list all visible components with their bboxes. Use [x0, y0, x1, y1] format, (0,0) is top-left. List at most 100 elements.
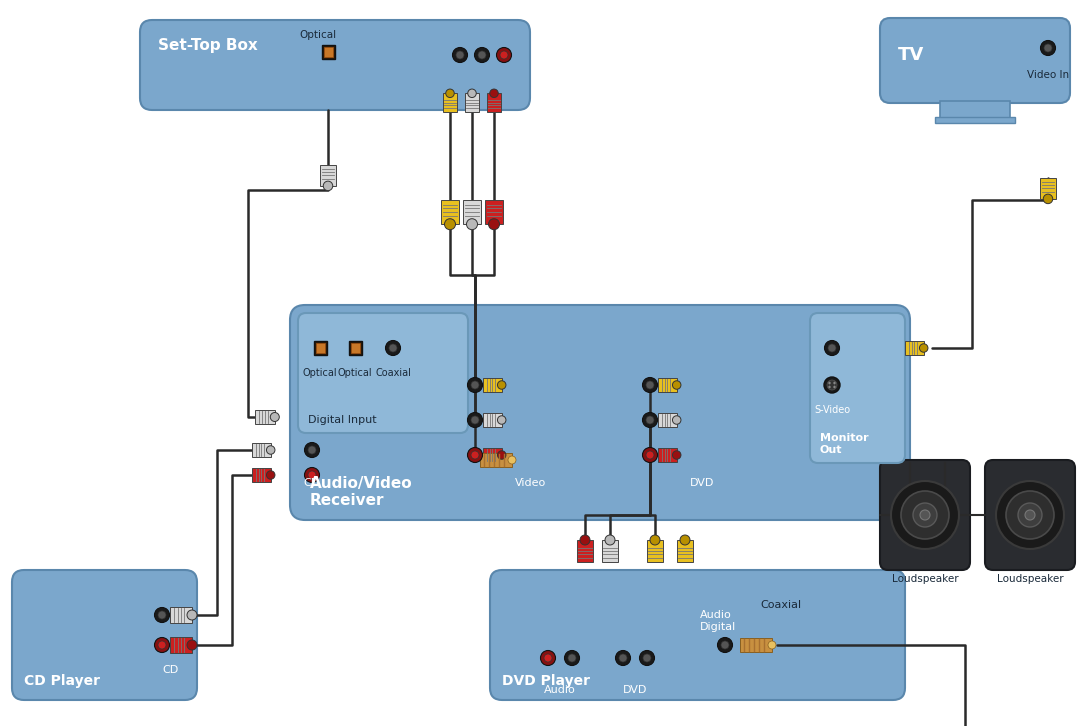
Circle shape: [580, 535, 590, 545]
Circle shape: [672, 380, 681, 389]
Text: Loudspeaker: Loudspeaker: [996, 574, 1063, 584]
Circle shape: [615, 650, 631, 666]
Circle shape: [650, 535, 660, 545]
Circle shape: [544, 654, 552, 662]
Bar: [252, 443, 271, 457]
Circle shape: [187, 610, 197, 620]
Circle shape: [497, 47, 512, 62]
Circle shape: [467, 378, 482, 393]
Bar: [463, 200, 481, 224]
Circle shape: [901, 491, 949, 539]
Bar: [441, 200, 458, 224]
FancyBboxPatch shape: [298, 313, 468, 433]
Circle shape: [445, 89, 454, 97]
FancyBboxPatch shape: [880, 460, 970, 570]
Circle shape: [643, 447, 658, 462]
Circle shape: [643, 412, 658, 428]
Bar: [321, 45, 334, 59]
Bar: [1040, 178, 1055, 199]
Circle shape: [833, 386, 835, 388]
Circle shape: [1006, 491, 1054, 539]
Circle shape: [568, 654, 576, 662]
Circle shape: [155, 637, 170, 653]
Circle shape: [498, 380, 506, 389]
Circle shape: [619, 654, 627, 662]
Text: DVD Player: DVD Player: [502, 674, 590, 688]
Bar: [484, 448, 502, 462]
Bar: [487, 94, 501, 112]
Circle shape: [467, 447, 482, 462]
Circle shape: [466, 219, 477, 229]
Bar: [677, 540, 693, 562]
Bar: [484, 378, 502, 392]
Circle shape: [456, 51, 464, 59]
Circle shape: [386, 340, 401, 356]
Circle shape: [478, 51, 486, 59]
Circle shape: [646, 451, 654, 459]
Bar: [486, 200, 503, 224]
FancyBboxPatch shape: [12, 570, 197, 700]
Text: TV: TV: [898, 46, 925, 64]
Bar: [602, 540, 617, 562]
Text: Set-Top Box: Set-Top Box: [158, 38, 258, 53]
Circle shape: [308, 446, 316, 454]
Text: Optical: Optical: [338, 368, 372, 378]
Text: CD: CD: [162, 665, 179, 675]
Circle shape: [564, 650, 579, 666]
Text: CD: CD: [304, 478, 320, 488]
Bar: [658, 378, 676, 392]
Circle shape: [267, 446, 274, 454]
Circle shape: [833, 382, 835, 384]
Circle shape: [475, 47, 489, 62]
Circle shape: [323, 182, 333, 191]
FancyBboxPatch shape: [810, 313, 905, 463]
Circle shape: [891, 481, 959, 549]
Text: Audio: Audio: [544, 685, 576, 695]
Bar: [320, 165, 335, 186]
Bar: [647, 540, 663, 562]
Circle shape: [270, 412, 279, 422]
Circle shape: [768, 641, 776, 649]
Circle shape: [500, 51, 507, 59]
FancyBboxPatch shape: [984, 460, 1075, 570]
Circle shape: [996, 481, 1064, 549]
Bar: [170, 637, 192, 653]
Circle shape: [267, 470, 274, 479]
Circle shape: [158, 641, 166, 649]
Circle shape: [646, 381, 654, 389]
Text: Optical: Optical: [303, 368, 338, 378]
Text: Audio/Video
Receiver: Audio/Video Receiver: [310, 476, 413, 508]
Circle shape: [305, 468, 319, 483]
Text: CD Player: CD Player: [24, 674, 100, 688]
Text: Coaxial: Coaxial: [760, 600, 802, 610]
Circle shape: [646, 416, 654, 424]
Bar: [323, 47, 332, 57]
Bar: [577, 540, 594, 562]
Circle shape: [155, 608, 170, 622]
Circle shape: [305, 443, 319, 457]
Circle shape: [605, 535, 615, 545]
Circle shape: [680, 535, 690, 545]
Bar: [935, 117, 1015, 123]
Bar: [170, 607, 192, 623]
Text: DVD: DVD: [690, 478, 714, 488]
Circle shape: [453, 47, 467, 62]
Bar: [741, 638, 772, 652]
Circle shape: [389, 344, 397, 352]
Circle shape: [672, 451, 681, 460]
FancyBboxPatch shape: [880, 18, 1070, 103]
Text: Digital Input: Digital Input: [308, 415, 377, 425]
Bar: [316, 343, 325, 353]
Bar: [480, 453, 512, 467]
Circle shape: [639, 650, 654, 666]
Circle shape: [489, 219, 500, 229]
Circle shape: [913, 503, 937, 527]
Circle shape: [467, 412, 482, 428]
Circle shape: [308, 471, 316, 479]
Text: Loudspeaker: Loudspeaker: [892, 574, 958, 584]
Circle shape: [498, 416, 506, 424]
Circle shape: [919, 343, 928, 352]
Bar: [658, 413, 676, 427]
Bar: [348, 341, 362, 355]
Circle shape: [498, 451, 506, 460]
